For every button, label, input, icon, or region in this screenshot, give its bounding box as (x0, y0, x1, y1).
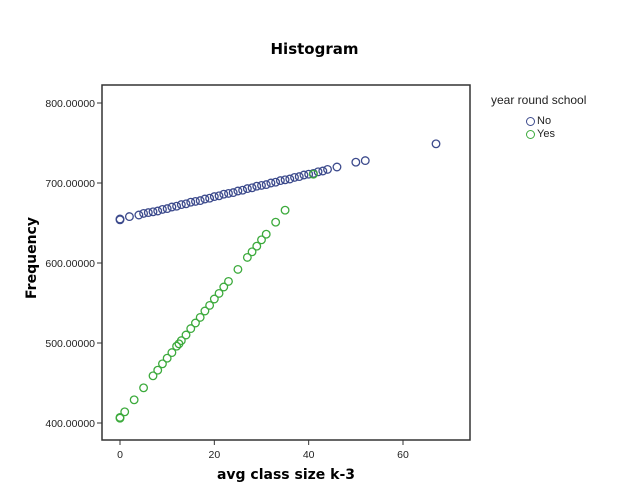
data-point (172, 341, 182, 351)
data-point (209, 294, 219, 304)
data-point (247, 183, 257, 193)
series-yes (115, 169, 318, 423)
chart-title: Histogram (270, 40, 359, 58)
data-point (205, 300, 215, 310)
data-point (261, 180, 271, 190)
data-point (271, 177, 281, 187)
legend-label-no: No (537, 115, 552, 127)
x-tick-label: 60 (397, 449, 409, 461)
y-tick-label: 800.00000 (45, 98, 95, 110)
data-point (294, 172, 304, 182)
data-point (124, 212, 134, 222)
data-point (195, 312, 205, 322)
data-point (139, 208, 149, 218)
data-point (162, 353, 172, 363)
data-point (261, 229, 271, 239)
data-point (139, 383, 149, 393)
data-point (209, 192, 219, 202)
data-point (148, 207, 158, 217)
data-point (115, 413, 125, 423)
data-point (191, 196, 200, 206)
legend-marker-yes-icon (526, 129, 535, 139)
data-point (153, 206, 163, 216)
y-tick-label: 500.00000 (45, 338, 95, 350)
data-point (167, 348, 177, 358)
data-point (176, 200, 186, 210)
data-point (181, 199, 191, 209)
data-point (247, 247, 257, 257)
data-point (304, 169, 314, 179)
x-tick-label: 40 (303, 449, 315, 461)
x-tick-label: 0 (117, 449, 123, 461)
data-point (238, 185, 248, 195)
data-point (266, 178, 276, 188)
data-point (431, 139, 441, 149)
data-point (332, 162, 342, 172)
data-point (228, 188, 238, 198)
data-point (205, 193, 215, 203)
data-point (115, 215, 125, 225)
data-point (162, 204, 172, 214)
y-tick-label: 700.00000 (45, 178, 95, 190)
data-point (242, 184, 252, 194)
legend-label-yes: Yes (537, 128, 555, 140)
data-point (275, 176, 285, 186)
data-point (176, 336, 186, 346)
data-point (285, 174, 295, 184)
plot-frame (101, 84, 471, 441)
legend-item-yes: Yes (526, 128, 555, 140)
legend-item-no: No (526, 115, 551, 127)
data-point (120, 407, 130, 417)
data-point (157, 204, 167, 214)
data-point (233, 264, 243, 274)
legend-title: year round school (491, 93, 587, 107)
data-point (318, 166, 328, 176)
data-point (323, 164, 332, 174)
data-point (195, 196, 205, 206)
y-tick-label: 400.00000 (45, 418, 95, 430)
legend-marker-no-icon (526, 116, 535, 126)
data-point (214, 191, 224, 201)
data-point (219, 189, 229, 199)
x-axis-label: avg class size k-3 (216, 467, 356, 483)
data-point (200, 306, 210, 316)
data-point (360, 156, 370, 166)
data-point (172, 201, 182, 211)
x-tick-label: 20 (208, 449, 220, 461)
data-point (191, 318, 200, 328)
data-point (186, 324, 196, 334)
data-point (233, 186, 243, 196)
data-point (313, 167, 323, 177)
series-no (115, 139, 441, 225)
data-point (280, 205, 290, 215)
data-point (157, 359, 167, 369)
data-point (167, 202, 177, 212)
data-point (252, 241, 262, 251)
data-point (299, 170, 309, 180)
data-point (252, 181, 262, 191)
data-point (290, 172, 299, 182)
data-point (308, 169, 318, 179)
data-point (181, 330, 191, 340)
data-point (134, 210, 144, 220)
data-point (143, 208, 153, 218)
data-point (280, 175, 290, 185)
data-point (257, 235, 266, 245)
data-point (224, 276, 233, 286)
data-point (214, 288, 224, 298)
data-point (351, 157, 361, 167)
data-point (129, 395, 139, 405)
data-point (271, 217, 281, 227)
data-point (200, 194, 210, 204)
data-point (148, 371, 158, 381)
data-point (219, 282, 229, 292)
y-tick-label: 600.00000 (45, 258, 95, 270)
data-point (153, 365, 163, 375)
data-point (257, 180, 266, 190)
data-point (186, 197, 196, 207)
data-point (242, 252, 252, 262)
data-point (224, 188, 233, 198)
